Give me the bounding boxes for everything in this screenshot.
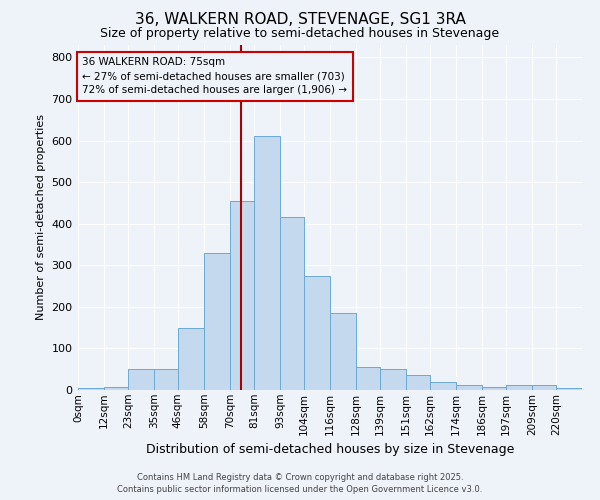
Bar (506, 384, 532, 390)
Bar (178, 328, 204, 390)
Bar (356, 367, 380, 390)
Text: Size of property relative to semi-detached houses in Stevenage: Size of property relative to semi-detach… (100, 28, 500, 40)
Bar (330, 313, 356, 390)
Bar (78, 388, 104, 390)
Bar (430, 382, 456, 390)
Text: Contains HM Land Registry data © Crown copyright and database right 2025.
Contai: Contains HM Land Registry data © Crown c… (118, 473, 482, 494)
Bar (280, 218, 304, 390)
Bar (304, 276, 330, 390)
Bar (204, 253, 230, 390)
Bar (532, 384, 556, 390)
Bar (254, 136, 280, 390)
Bar (128, 369, 154, 390)
Bar (556, 388, 582, 390)
Bar (154, 369, 178, 390)
Bar (406, 376, 430, 390)
Text: 36, WALKERN ROAD, STEVENAGE, SG1 3RA: 36, WALKERN ROAD, STEVENAGE, SG1 3RA (134, 12, 466, 28)
Text: 36 WALKERN ROAD: 75sqm
← 27% of semi-detached houses are smaller (703)
72% of se: 36 WALKERN ROAD: 75sqm ← 27% of semi-det… (82, 58, 347, 96)
Bar (482, 386, 506, 390)
Bar (230, 201, 254, 390)
Bar (456, 384, 482, 390)
Y-axis label: Number of semi-detached properties: Number of semi-detached properties (36, 114, 46, 320)
Bar (380, 369, 406, 390)
Bar (104, 386, 128, 390)
X-axis label: Distribution of semi-detached houses by size in Stevenage: Distribution of semi-detached houses by … (146, 443, 514, 456)
